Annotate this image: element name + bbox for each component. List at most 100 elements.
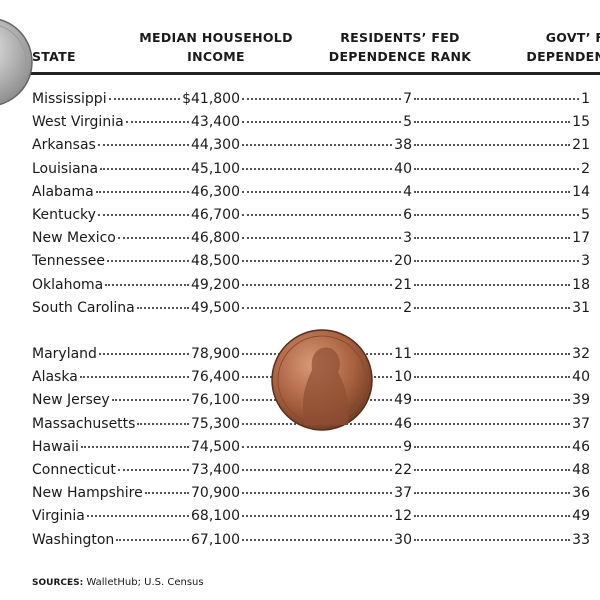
table-row: Virginia 68,100 12 49 [32,508,592,531]
segment: Tennessee 48,500 [32,253,240,269]
dot-leader [242,167,393,170]
header-line: MEDIAN HOUSEHOLD [139,30,293,45]
state-name: Alaska [32,369,78,386]
state-name: Tennessee [32,253,105,270]
header-line: INCOME [187,49,245,64]
table-row: Mississippi $41,800 7 1 [32,91,592,114]
state-name: Washington [32,531,115,548]
state-name: New Hampshire [32,485,143,502]
segment: New Hampshire 70,900 [32,485,240,501]
dot-leader [97,213,189,216]
column-header: RESIDENTS’ FED DEPENDENCE RANK [329,28,471,66]
table-row: New Jersey 76,100 49 39 [32,392,592,415]
dot-leader [414,515,571,518]
govt-rank: 31 [572,299,590,316]
residents-rank: 12 [394,508,412,525]
dot-leader [95,190,189,193]
segment: 39 [412,392,590,408]
dot-leader [242,283,393,286]
median-income: 49,500 [191,299,240,316]
govt-rank: 48 [572,462,590,478]
residents-rank: 2 [403,299,412,316]
table-row: Kentucky 46,700 6 5 [32,207,592,230]
table-row: Oklahoma 49,200 21 18 [32,277,592,300]
dot-leader [117,237,189,240]
segment: 33 [412,532,590,548]
state-name: New Mexico [32,230,116,247]
segment: 49 [240,392,412,408]
header-line: STATE [32,49,76,64]
segment: 48 [412,462,590,478]
header: STATE MEDIAN HOUSEHOLD INCOME RESIDENTS’ FE… [0,30,600,75]
median-income: 76,400 [191,369,240,386]
govt-rank: 32 [572,346,590,363]
govt-rank: 37 [572,415,590,432]
dot-leader [414,98,580,100]
dot-leader [242,422,393,425]
median-income: 46,700 [191,206,240,223]
median-income: 78,900 [191,346,240,363]
residents-rank: 3 [403,230,412,247]
segment: 37 [240,485,412,501]
residents-rank: 11 [394,346,412,363]
segment: Alabama 46,300 [32,184,240,200]
segment: 2 [412,161,590,177]
table-row: Maryland 78,900 11 32 [32,346,592,369]
segment: Arkansas 44,300 [32,137,240,153]
segment: Washington 67,100 [32,532,240,548]
dot-leader [144,492,189,495]
dot-leader [242,469,393,471]
dot-leader [414,190,571,193]
dot-leader [242,492,393,495]
state-name: Hawaii [32,438,79,455]
dot-leader [79,376,189,379]
table-row: New Hampshire 70,900 37 36 [32,485,592,508]
column-header: GOVT’ F DEPENDENCE [526,28,600,66]
segment: 3 [412,253,590,269]
segment: West Virginia 43,400 [32,114,240,130]
segment: 6 [240,207,412,223]
govt-rank: 2 [581,160,590,177]
table-row: Arkansas 44,300 38 21 [32,137,592,160]
state-name: West Virginia [32,114,124,131]
segment: 30 [240,532,412,548]
dot-leader [80,445,189,448]
dot-leader [98,353,189,356]
segment: Connecticut 73,400 [32,462,240,478]
residents-rank: 6 [403,206,412,223]
median-income: 44,300 [191,137,240,154]
dot-leader [242,376,393,379]
residents-rank: 46 [394,415,412,432]
segment: Hawaii 74,500 [32,439,240,455]
median-income: 74,500 [191,438,240,455]
segment: 11 [240,346,412,362]
dot-leader [414,422,571,425]
table: Mississippi $41,800 7 1 West Virginia 43,400 5… [32,91,592,555]
median-income: 45,100 [191,160,240,177]
segment: 9 [240,439,412,455]
header-line: DEPENDENCE RANK [328,49,472,64]
dot-leader [414,492,571,495]
govt-rank: 14 [572,183,590,200]
dot-leader [242,445,402,448]
header-line: GOVT’ F [545,30,600,45]
column-header: MEDIAN HOUSEHOLD INCOME [139,28,293,66]
segment: 10 [240,369,412,385]
state-name: Mississippi [32,91,107,107]
dot-leader [242,306,402,309]
dot-leader [414,213,580,216]
header-line: DEPENDENCE [526,49,600,64]
segment: 40 [412,369,590,385]
govt-rank: 15 [572,114,590,131]
dot-leader [242,98,402,100]
table-row: New Mexico 46,800 3 17 [32,230,592,253]
footer: SOURCES: WalletHub; U.S. Census [32,577,204,588]
median-income: 73,400 [191,462,240,478]
segment: 5 [240,114,412,130]
group-gap [32,323,592,346]
segment: 1 [412,91,590,107]
median-income: 46,800 [191,230,240,247]
median-income: 48,500 [191,253,240,270]
segment: New Jersey 76,100 [32,392,240,408]
dot-leader [111,399,189,402]
